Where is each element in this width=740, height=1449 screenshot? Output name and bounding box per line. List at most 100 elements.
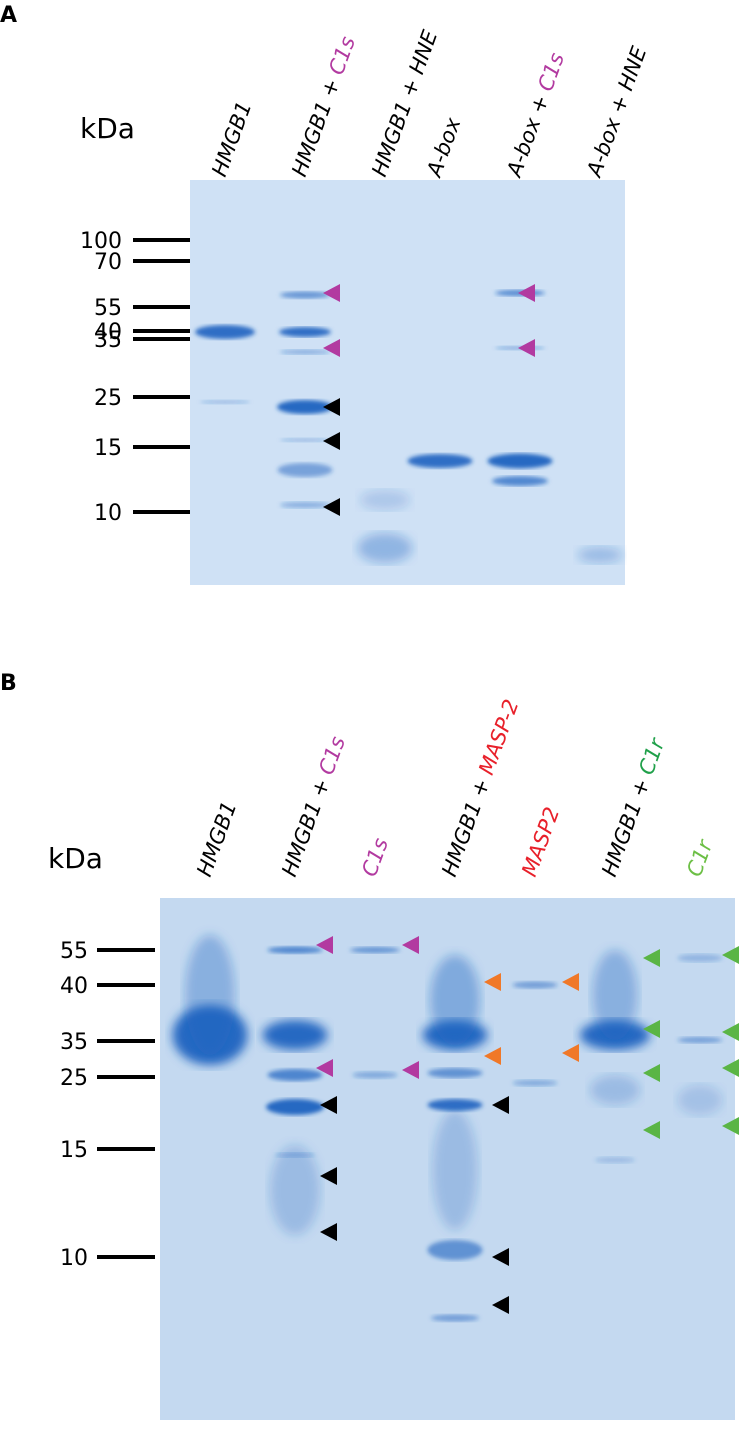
arrowhead [643,1121,660,1139]
lane-enzyme: C1s [357,835,393,880]
arrowhead [323,398,340,416]
marker-label: 100 [80,229,122,254]
lane-sample: HMGB1 + [287,75,345,179]
band [427,1099,483,1111]
marker-label: 70 [94,250,122,275]
band [407,454,473,468]
marker-label: 25 [60,1066,88,1091]
lane-label: HMGB1 +MASP-2 [437,696,523,879]
arrowhead [320,1096,337,1114]
lane-label: HMGB1 [192,798,241,879]
band [677,1085,723,1115]
band [352,1071,398,1079]
band [595,1157,635,1163]
band [427,1240,483,1260]
lane-sample: HMGB1 + [277,775,335,879]
lane-enzyme: C1s [324,33,360,78]
panel-label: B [0,671,17,696]
band [350,947,400,953]
band [267,1069,323,1081]
lane-sample: A-box + HNE [581,43,651,182]
lane-label: MASP2 [517,804,564,880]
lane-label: HMGB1 +C1s [277,733,350,880]
lane-label: A-box +C1s [501,49,569,181]
lane-sample: A-box [421,114,465,182]
panel-label: A [0,3,17,28]
arrowhead [722,1117,739,1135]
band [200,400,250,404]
arrowhead [484,973,501,991]
band [195,325,255,339]
unit-label: kDa [48,842,103,875]
band [270,1145,320,1235]
arrowhead [643,949,660,967]
lane-label: C1r [682,836,718,880]
lane-label: A-box [421,114,465,182]
unit-label: kDa [80,112,135,145]
arrowhead [323,498,340,516]
arrowhead [320,1167,337,1185]
band [592,950,638,1040]
band [277,463,333,477]
band [677,954,723,962]
arrowhead [402,1061,419,1079]
lane-label: HMGB1 [207,98,256,179]
band [279,327,331,337]
marker-label: 10 [60,1246,88,1271]
band [427,1068,483,1078]
arrowhead [562,1044,579,1062]
arrowhead [492,1248,509,1266]
lane-enzyme: C1r [682,836,718,880]
lane-label: A-box + HNE [581,43,651,182]
band [280,349,330,355]
marker-label: 40 [94,320,122,345]
lane-enzyme: C1s [533,49,569,94]
band [275,1152,315,1158]
lane-enzyme: C1s [314,733,350,778]
marker-label: 15 [60,1138,88,1163]
lane-sample: HMGB1 + [597,775,655,879]
lane-label: HMGB1 +C1r [597,734,670,880]
band [487,453,553,469]
band [267,946,323,954]
gel [190,180,625,585]
arrowhead [722,946,739,964]
band [492,476,548,486]
lane-enzyme: MASP2 [517,804,564,880]
band [185,935,235,1055]
marker-label: 25 [94,386,122,411]
band [280,291,330,299]
lane-label: C1s [357,835,393,880]
arrowhead [722,1023,739,1041]
arrowhead [492,1296,509,1314]
arrowhead [323,339,340,357]
band [266,1099,324,1115]
arrowhead [323,284,340,302]
lane-label: HMGB1 +C1s [287,33,360,180]
arrowhead [643,1020,660,1038]
band [280,502,330,508]
band [430,955,480,1045]
arrowhead [323,432,340,450]
arrowhead [518,284,535,302]
band [512,1080,558,1086]
arrowhead [643,1064,660,1082]
marker-label: 10 [94,501,122,526]
band [280,438,330,442]
band [432,1110,478,1230]
marker-label: 40 [60,974,88,999]
lane-enzyme: MASP-2 [474,696,523,778]
band [262,1020,328,1050]
marker-label: 15 [94,436,122,461]
arrowhead [492,1096,509,1114]
arrowhead [484,1047,501,1065]
arrowhead [562,973,579,991]
band [357,533,413,563]
band [577,547,623,563]
band [590,1075,640,1105]
arrowhead [722,1059,739,1077]
lane-sample: HMGB1 [192,798,241,879]
arrowhead [518,339,535,357]
lane-sample: A-box + [501,92,553,182]
